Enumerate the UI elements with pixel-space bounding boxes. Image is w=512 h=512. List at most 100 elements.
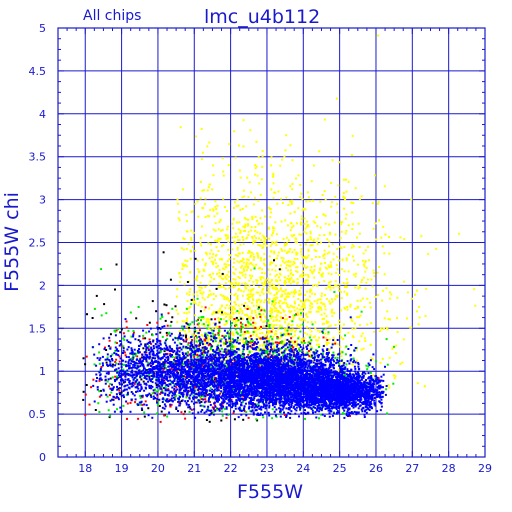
data-point <box>340 223 342 225</box>
data-point <box>289 304 292 307</box>
data-point <box>356 316 359 319</box>
data-point <box>109 383 112 385</box>
data-point <box>159 373 162 376</box>
data-point <box>218 330 221 333</box>
data-point <box>176 198 179 201</box>
data-point <box>245 411 248 413</box>
data-point <box>190 385 193 388</box>
data-point <box>205 321 208 323</box>
data-point <box>109 414 112 417</box>
data-point <box>166 334 169 337</box>
data-point <box>303 304 306 307</box>
data-point <box>276 309 279 312</box>
data-point <box>273 241 276 244</box>
data-point <box>167 379 170 382</box>
data-point <box>108 416 111 419</box>
data-point <box>250 191 253 194</box>
data-point <box>303 337 306 339</box>
data-point <box>149 341 152 344</box>
data-point <box>177 410 179 412</box>
data-point <box>167 394 170 397</box>
data-point <box>193 355 196 358</box>
data-point <box>195 329 198 332</box>
data-point <box>256 231 259 234</box>
data-point <box>228 341 231 344</box>
data-point <box>304 257 307 260</box>
data-point <box>394 352 397 355</box>
data-point <box>146 395 149 398</box>
data-point <box>255 418 258 421</box>
data-point <box>330 265 333 268</box>
data-point <box>260 299 263 302</box>
data-point <box>261 344 264 347</box>
data-point <box>205 394 208 397</box>
data-point <box>354 307 357 310</box>
data-point <box>302 310 305 313</box>
data-point <box>132 366 134 369</box>
data-point <box>189 383 192 385</box>
data-point <box>323 257 326 260</box>
data-point <box>301 323 304 326</box>
data-point <box>190 408 193 411</box>
data-point <box>125 372 128 375</box>
data-point <box>366 368 369 371</box>
data-point <box>343 412 346 415</box>
data-point <box>270 250 273 253</box>
data-point <box>361 279 364 281</box>
data-point <box>138 383 141 386</box>
data-point <box>130 362 132 365</box>
data-point <box>271 349 274 351</box>
data-point <box>232 412 235 415</box>
data-point <box>128 359 131 362</box>
data-point <box>310 346 313 349</box>
data-point <box>228 280 231 283</box>
data-point <box>155 346 158 349</box>
data-point <box>152 345 155 347</box>
data-point <box>209 273 212 276</box>
data-point <box>218 335 221 338</box>
data-point <box>387 317 390 320</box>
data-point <box>157 383 160 386</box>
data-point <box>323 280 326 283</box>
data-point <box>246 332 249 334</box>
data-point <box>270 279 273 281</box>
data-point <box>184 371 187 374</box>
data-point <box>278 268 281 271</box>
data-point <box>84 393 87 396</box>
data-point <box>273 252 276 255</box>
data-point <box>209 387 212 390</box>
data-point <box>221 304 223 307</box>
data-point <box>310 266 313 269</box>
data-point <box>245 237 248 240</box>
data-point <box>182 384 185 387</box>
data-point <box>227 164 230 167</box>
data-point <box>235 325 238 328</box>
data-point <box>292 314 295 317</box>
data-point <box>242 267 245 270</box>
data-point <box>164 393 167 396</box>
data-point <box>284 321 286 324</box>
data-point <box>226 260 229 263</box>
data-point <box>272 320 275 322</box>
data-point <box>158 378 160 381</box>
data-point <box>300 192 303 195</box>
data-point <box>206 351 209 354</box>
data-point <box>307 282 309 285</box>
data-point <box>154 343 157 345</box>
data-point <box>246 318 249 321</box>
data-point <box>295 251 298 254</box>
data-point <box>245 205 248 208</box>
data-point <box>315 216 318 219</box>
data-point <box>227 359 230 362</box>
data-point <box>230 281 233 284</box>
data-point <box>167 388 170 391</box>
data-point <box>318 150 321 153</box>
data-point <box>340 247 343 249</box>
data-point <box>211 377 214 380</box>
data-point <box>157 351 160 354</box>
data-point <box>341 221 344 224</box>
data-point <box>385 287 388 290</box>
data-point <box>122 352 124 354</box>
data-point <box>155 390 158 393</box>
data-point <box>224 233 227 236</box>
